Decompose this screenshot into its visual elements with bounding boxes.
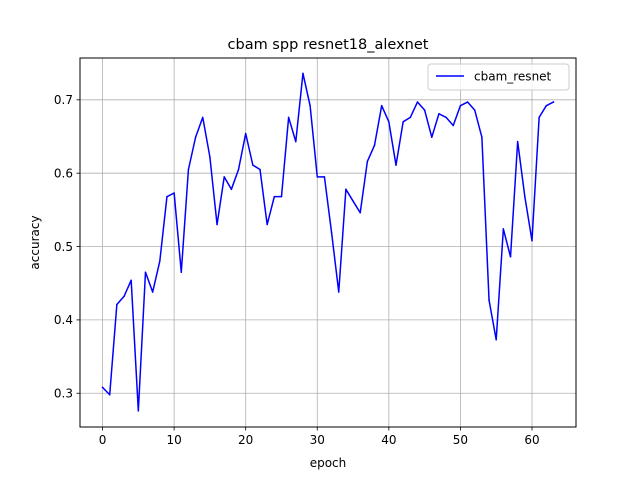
data-point	[309, 104, 311, 107]
x-tick-label: 40	[381, 433, 396, 447]
data-point	[438, 113, 440, 115]
y-axis-label: accuracy	[28, 215, 42, 269]
data-point	[137, 410, 140, 412]
data-point	[173, 192, 175, 194]
legend-box	[427, 63, 570, 91]
data-point	[244, 132, 247, 135]
plot-frame	[79, 57, 577, 428]
data-point	[445, 116, 447, 119]
data-point	[488, 299, 490, 301]
data-point	[495, 338, 497, 341]
x-tick-label: 10	[166, 433, 181, 447]
series-layer	[101, 72, 555, 412]
x-tick-label: 20	[238, 433, 253, 447]
x-tick-label: 60	[524, 433, 539, 447]
x-tick-label: 30	[310, 433, 325, 447]
data-point	[280, 195, 283, 198]
y-tick-label: 0.6	[54, 166, 73, 180]
data-point	[516, 140, 519, 143]
data-point	[366, 160, 369, 163]
data-point	[538, 116, 540, 119]
data-point	[545, 104, 548, 107]
data-point	[552, 101, 555, 103]
data-point	[180, 271, 183, 273]
data-point	[452, 124, 454, 127]
data-point	[409, 116, 412, 119]
data-point	[295, 140, 297, 143]
data-point	[416, 101, 419, 103]
data-point	[151, 291, 154, 293]
data-point	[259, 168, 261, 171]
data-point	[509, 256, 512, 258]
grid	[80, 58, 576, 427]
data-point	[323, 176, 326, 178]
data-point	[237, 168, 240, 171]
data-point	[373, 144, 376, 147]
data-point	[431, 136, 433, 138]
data-point	[466, 101, 469, 103]
chart-title: cbam spp resnet18_alexnet	[228, 37, 429, 53]
data-point	[502, 228, 505, 230]
x-axis-ticks: 0 10 20 30 40 50 60	[99, 427, 540, 447]
data-point	[216, 223, 218, 226]
data-point	[402, 121, 404, 123]
data-point	[166, 195, 168, 198]
data-point	[101, 386, 104, 389]
series-line-cbam_resnet	[101, 72, 555, 412]
data-point	[380, 104, 383, 107]
x-tick-label: 0	[99, 433, 107, 447]
data-point	[359, 212, 361, 214]
data-point	[273, 195, 276, 198]
data-point	[144, 271, 147, 273]
data-point	[123, 295, 125, 298]
data-point	[159, 260, 161, 262]
data-point	[187, 168, 190, 171]
data-point	[209, 156, 211, 158]
x-axis-label: epoch	[310, 456, 347, 470]
data-point	[345, 188, 347, 191]
data-point	[108, 393, 111, 396]
y-tick-label: 0.3	[54, 387, 73, 401]
data-point	[130, 279, 132, 282]
data-point	[481, 136, 483, 138]
data-point	[287, 116, 290, 119]
data-point	[524, 195, 526, 198]
data-point	[223, 176, 225, 178]
data-point	[202, 116, 204, 119]
data-point	[230, 188, 233, 191]
data-point	[330, 231, 333, 234]
y-tick-label: 0.4	[54, 313, 73, 327]
data-point	[388, 121, 390, 123]
data-point	[266, 223, 268, 226]
data-point	[302, 72, 304, 75]
legend: cbam_resnet	[427, 63, 570, 91]
data-point	[316, 176, 319, 178]
data-point	[395, 164, 397, 166]
data-point	[473, 109, 476, 111]
data-point	[337, 291, 340, 293]
data-point	[194, 136, 197, 138]
y-tick-label: 0.7	[54, 93, 73, 107]
data-point	[252, 164, 254, 166]
y-tick-label: 0.5	[54, 240, 73, 254]
data-point	[116, 303, 118, 306]
y-axis-ticks: 0.3 0.4 0.5 0.6 0.7	[54, 93, 80, 401]
legend-label: cbam_resnet	[474, 70, 552, 84]
data-point	[531, 239, 533, 242]
data-point	[423, 109, 426, 111]
data-point	[352, 200, 354, 202]
x-tick-label: 50	[453, 433, 468, 447]
data-point	[459, 104, 462, 107]
